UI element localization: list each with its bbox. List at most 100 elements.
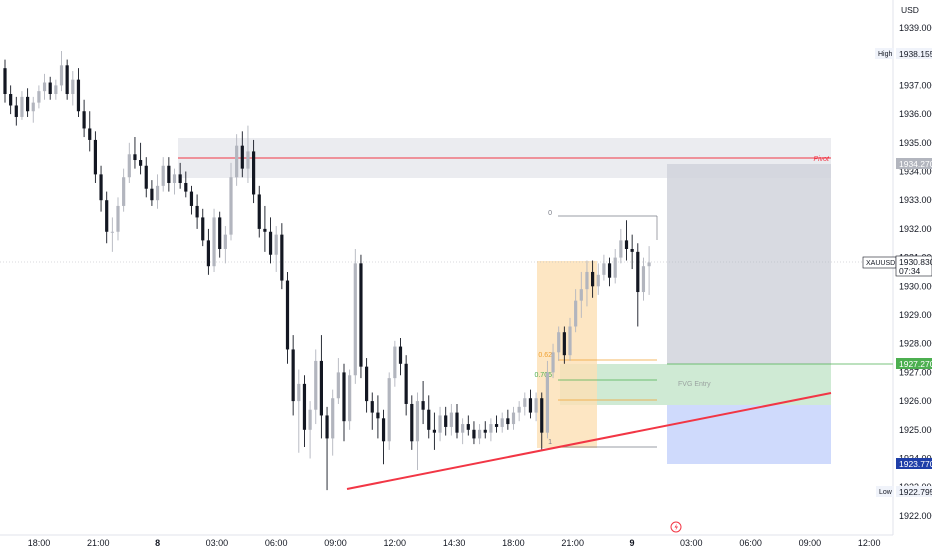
candle-body bbox=[9, 94, 13, 106]
candle-body bbox=[31, 102, 35, 112]
entry-badge-value: 1927.270 bbox=[899, 359, 932, 369]
candle-body bbox=[506, 418, 510, 425]
candle-body bbox=[438, 415, 442, 433]
candle-body bbox=[404, 363, 408, 404]
time-tick-label: 09:00 bbox=[324, 538, 347, 548]
fvg-label: FVG Entry bbox=[678, 381, 711, 388]
stop-zone bbox=[667, 405, 831, 464]
candle-body bbox=[602, 263, 606, 275]
time-tick-label: 03:00 bbox=[206, 538, 229, 548]
candle-body bbox=[370, 401, 374, 413]
candle-body bbox=[252, 151, 256, 195]
candle-body bbox=[483, 429, 487, 433]
candle-body bbox=[551, 352, 555, 373]
price-tick-label: 1934.000 bbox=[899, 167, 932, 177]
candle-body bbox=[26, 96, 30, 112]
candle-body bbox=[201, 217, 205, 241]
price-tick-label: 1930.000 bbox=[899, 281, 932, 291]
candle-body bbox=[48, 82, 52, 95]
candle-body bbox=[71, 79, 75, 95]
candle-body bbox=[444, 415, 448, 427]
time-tick-label: 21:00 bbox=[87, 538, 110, 548]
candle-body bbox=[455, 412, 459, 433]
price-tick-label: 1936.000 bbox=[899, 109, 932, 119]
low-badge-label: Low bbox=[879, 489, 893, 496]
candle-body bbox=[65, 65, 69, 95]
time-tick-label: 12:00 bbox=[384, 538, 407, 548]
candle-body bbox=[161, 165, 165, 186]
low-badge-value: 1922.795 bbox=[899, 487, 932, 497]
candle-body bbox=[591, 271, 595, 287]
candle-body bbox=[268, 231, 273, 255]
low-badge-label-bg bbox=[876, 486, 894, 497]
high-badge-value: 1938.155 bbox=[899, 49, 932, 59]
price-tick-label: 1926.000 bbox=[899, 396, 932, 406]
candle-body bbox=[393, 346, 397, 379]
time-axis[interactable]: 18:00 21:00 8 03:00 06:00 09:00 12:00 14:30 18:0… bbox=[28, 538, 881, 548]
price-tick-label: 1929.000 bbox=[899, 310, 932, 320]
candle-body bbox=[167, 165, 171, 183]
candle-body bbox=[82, 111, 86, 129]
fib-label-062: 0.62 bbox=[538, 352, 552, 359]
candle-body bbox=[534, 398, 538, 413]
price-tick-label: 1927.000 bbox=[899, 367, 932, 377]
candle-body bbox=[353, 263, 357, 376]
currency-label[interactable]: USD bbox=[901, 5, 919, 15]
time-tick-label: 06:00 bbox=[739, 538, 762, 548]
candle-body bbox=[387, 378, 391, 442]
candle-body bbox=[3, 68, 7, 95]
candle-body bbox=[144, 165, 148, 189]
candle-body bbox=[88, 128, 92, 140]
candle-body bbox=[42, 82, 47, 92]
candles bbox=[3, 50, 651, 491]
candle-body bbox=[336, 372, 340, 399]
price-tick-label: 1922.000 bbox=[899, 511, 932, 521]
candle-body bbox=[636, 251, 640, 293]
candle-body bbox=[285, 280, 290, 350]
candle-body bbox=[297, 383, 301, 402]
candle-body bbox=[517, 406, 521, 413]
candle-body bbox=[607, 263, 612, 278]
time-tick-label: 8 bbox=[155, 538, 160, 548]
fib-label-0705: 0.705 bbox=[534, 372, 552, 379]
time-tick-label: 18:00 bbox=[28, 538, 51, 548]
candle-body bbox=[376, 412, 380, 419]
candle-body bbox=[410, 403, 414, 442]
candle-body bbox=[240, 145, 244, 169]
candle-body bbox=[212, 217, 216, 267]
candle-body bbox=[93, 139, 97, 175]
candle-body bbox=[54, 85, 58, 95]
price-badge-bg bbox=[895, 255, 932, 277]
time-tick-label: 14:30 bbox=[443, 538, 466, 548]
candle-body bbox=[20, 96, 24, 117]
candle-body bbox=[579, 289, 583, 301]
candle-body bbox=[647, 262, 651, 267]
candle-body bbox=[478, 429, 482, 439]
candle-body bbox=[14, 105, 18, 117]
time-tick-label: 21:00 bbox=[561, 538, 584, 548]
price-tick-label: 1925.000 bbox=[899, 425, 932, 435]
price-tick-label: 1939.000 bbox=[899, 23, 932, 33]
candle-body bbox=[466, 424, 470, 430]
candle-body bbox=[235, 145, 239, 178]
candle-body bbox=[331, 398, 335, 439]
candle-body bbox=[59, 65, 64, 86]
price-tick-label: 1928.000 bbox=[899, 339, 932, 349]
candle-body bbox=[641, 266, 646, 293]
candle-body bbox=[291, 349, 295, 402]
time-tick-label: 18:00 bbox=[502, 538, 525, 548]
candle-body bbox=[308, 409, 312, 430]
stop-badge-bg bbox=[896, 458, 932, 469]
candle-body bbox=[274, 234, 278, 255]
candle-body bbox=[133, 154, 137, 161]
candle-body bbox=[415, 401, 420, 442]
candle-body bbox=[172, 174, 177, 183]
trendline[interactable] bbox=[346, 392, 832, 490]
pivot-badge-value: 1934.270 bbox=[899, 159, 932, 169]
candle-body bbox=[314, 360, 318, 410]
high-badge-bg bbox=[896, 48, 932, 59]
fvg-zone bbox=[560, 364, 831, 405]
candle-body bbox=[562, 332, 566, 356]
candle-body bbox=[127, 154, 131, 178]
